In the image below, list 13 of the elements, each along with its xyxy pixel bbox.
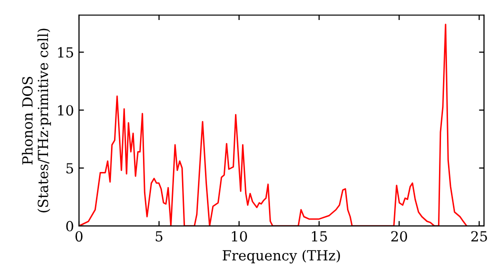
x-tick-label: 10	[232, 231, 247, 242]
y-tick-label: 10	[58, 105, 74, 116]
x-axis-title: Frequency (THz)	[222, 250, 340, 264]
x-tick-label: 20	[391, 231, 408, 242]
y-tick-label: 0	[66, 220, 74, 232]
line-series	[79, 24, 468, 226]
x-tick-label: 0	[75, 231, 82, 242]
y-axis-title: Phonon DOS (States/THz·primitive cell)	[22, 28, 51, 212]
x-tick-label: 25	[471, 231, 487, 242]
y-tick-label: 5	[66, 163, 74, 174]
x-tick-label: 15	[312, 231, 327, 242]
y-tick-label: 15	[58, 47, 74, 58]
x-tick-label: 5	[156, 231, 162, 242]
